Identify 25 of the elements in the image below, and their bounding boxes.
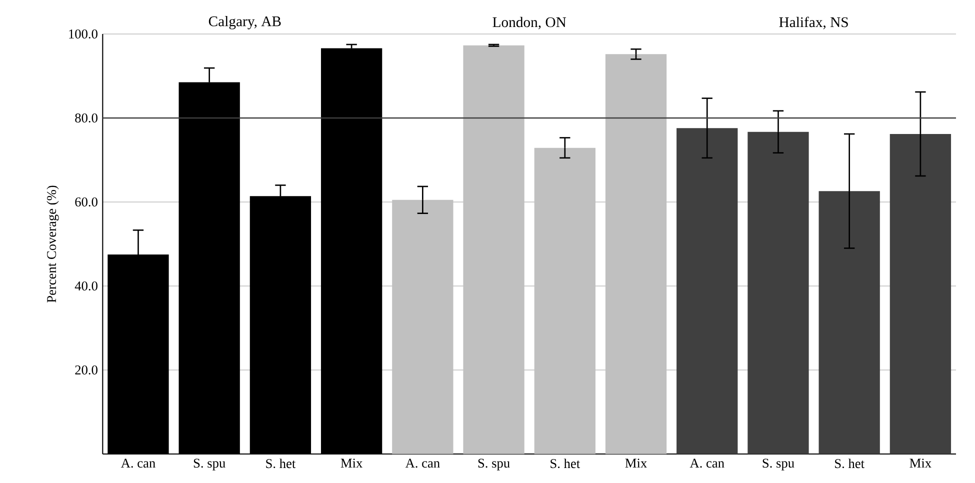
y-tick-label: 60.0 xyxy=(75,197,98,207)
x-tick-label: A. can xyxy=(120,458,156,468)
y-axis-title: Percent Coverage (%) xyxy=(46,186,59,302)
x-tick-label: S. spu xyxy=(478,458,510,470)
y-tick-label: 20.0 xyxy=(75,365,98,375)
x-tick-label: Mix xyxy=(340,458,363,468)
x-tick-label: S. het xyxy=(550,458,580,468)
bar xyxy=(748,132,809,454)
x-tick-label: A. can xyxy=(690,458,724,468)
x-tick-label: S. spu xyxy=(762,458,794,470)
y-tick-label: 40.0 xyxy=(74,281,98,291)
x-tick-label: S. spu xyxy=(194,458,226,470)
x-tick-label: Mix xyxy=(910,458,932,468)
x-tick-label: Mix xyxy=(625,458,647,468)
text: Halifax, NS xyxy=(779,16,848,30)
x-tick-label: S. het xyxy=(266,458,296,468)
text: London, ON xyxy=(492,16,566,30)
bar xyxy=(818,191,880,454)
y-tick-label: 100.0 xyxy=(69,29,98,39)
text: Calgary, AB xyxy=(208,16,281,30)
y-tick-label: 80.0 xyxy=(75,113,98,123)
x-tick-label: S. het xyxy=(835,458,864,468)
bar xyxy=(890,134,952,454)
bar xyxy=(676,128,738,454)
x-tick-label: A. can xyxy=(405,458,440,468)
